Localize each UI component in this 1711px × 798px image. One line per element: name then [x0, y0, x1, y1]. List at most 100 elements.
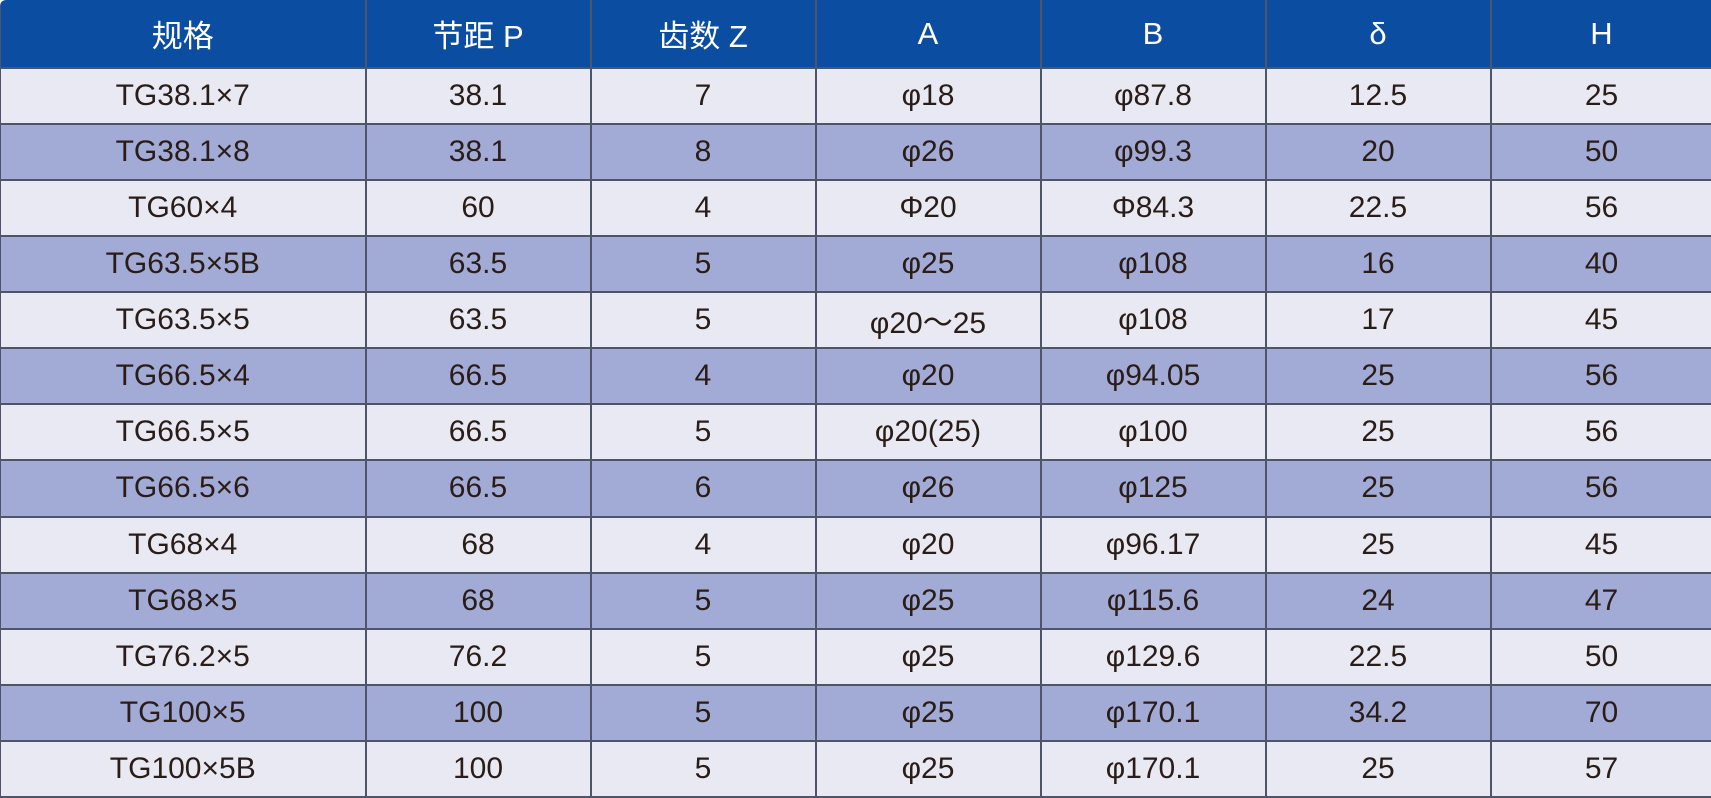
- column-header-spec: 规格: [0, 0, 367, 69]
- cell-a: φ20: [814, 347, 1042, 406]
- cell-h: 40: [1489, 235, 1711, 294]
- header-row: 规格 节距 P 齿数 Z A B δ H: [0, 0, 1711, 69]
- cell-spec: TG66.5×5: [0, 403, 367, 462]
- cell-b: φ125: [1039, 459, 1267, 518]
- column-header-pitch: 节距 P: [364, 0, 592, 69]
- cell-teeth: 4: [589, 179, 817, 238]
- cell-teeth: 6: [589, 459, 817, 518]
- cell-b: φ108: [1039, 291, 1267, 350]
- cell-a: φ20(25): [814, 403, 1042, 462]
- cell-b: Φ84.3: [1039, 179, 1267, 238]
- cell-a: φ25: [814, 571, 1042, 630]
- table-body: TG38.1×7 38.1 7 φ18 φ87.8 12.5 25 TG38.1…: [0, 66, 1711, 798]
- cell-b: φ170.1: [1039, 683, 1267, 742]
- column-header-h: H: [1489, 0, 1711, 69]
- cell-pitch: 60: [364, 179, 592, 238]
- cell-teeth: 7: [589, 66, 817, 126]
- cell-pitch: 76.2: [364, 627, 592, 686]
- cell-b: φ94.05: [1039, 347, 1267, 406]
- cell-a: φ25: [814, 683, 1042, 742]
- table-row: TG68×5 68 5 φ25 φ115.6 24 47: [0, 571, 1711, 630]
- cell-delta: 20: [1264, 123, 1492, 182]
- table-row: TG38.1×7 38.1 7 φ18 φ87.8 12.5 25: [0, 66, 1711, 126]
- cell-spec: TG60×4: [0, 179, 367, 238]
- cell-spec: TG68×5: [0, 571, 367, 630]
- cell-pitch: 38.1: [364, 123, 592, 182]
- cell-a: φ18: [814, 66, 1042, 126]
- cell-a: φ20: [814, 515, 1042, 574]
- cell-spec: TG66.5×6: [0, 459, 367, 518]
- cell-delta: 22.5: [1264, 179, 1492, 238]
- cell-h: 70: [1489, 683, 1711, 742]
- table-row: TG63.5×5 63.5 5 φ20～25 φ108 17 45: [0, 291, 1711, 350]
- cell-b: φ115.6: [1039, 571, 1267, 630]
- cell-pitch: 66.5: [364, 403, 592, 462]
- cell-spec: TG63.5×5: [0, 291, 367, 350]
- cell-teeth: 5: [589, 291, 817, 350]
- cell-spec: TG100×5: [0, 683, 367, 742]
- cell-h: 47: [1489, 571, 1711, 630]
- column-header-teeth: 齿数 Z: [589, 0, 817, 69]
- cell-spec: TG76.2×5: [0, 627, 367, 686]
- cell-h: 56: [1489, 179, 1711, 238]
- cell-h: 45: [1489, 291, 1711, 350]
- cell-delta: 25: [1264, 347, 1492, 406]
- cell-h: 56: [1489, 403, 1711, 462]
- table-row: TG76.2×5 76.2 5 φ25 φ129.6 22.5 50: [0, 627, 1711, 686]
- cell-teeth: 5: [589, 235, 817, 294]
- cell-a: φ26: [814, 459, 1042, 518]
- cell-h: 56: [1489, 347, 1711, 406]
- cell-a: φ26: [814, 123, 1042, 182]
- column-header-a: A: [814, 0, 1042, 69]
- cell-a: φ25: [814, 739, 1042, 798]
- cell-a: φ20～25: [814, 291, 1042, 350]
- cell-pitch: 100: [364, 683, 592, 742]
- cell-teeth: 4: [589, 515, 817, 574]
- cell-delta: 25: [1264, 403, 1492, 462]
- cell-spec: TG63.5×5B: [0, 235, 367, 294]
- table-row: TG100×5 100 5 φ25 φ170.1 34.2 70: [0, 683, 1711, 742]
- column-header-b: B: [1039, 0, 1267, 69]
- cell-h: 25: [1489, 66, 1711, 126]
- cell-pitch: 66.5: [364, 459, 592, 518]
- cell-pitch: 38.1: [364, 66, 592, 126]
- cell-delta: 34.2: [1264, 683, 1492, 742]
- cell-b: φ96.17: [1039, 515, 1267, 574]
- cell-b: φ87.8: [1039, 66, 1267, 126]
- cell-b: φ129.6: [1039, 627, 1267, 686]
- column-header-delta: δ: [1264, 0, 1492, 69]
- cell-teeth: 5: [589, 739, 817, 798]
- cell-b: φ170.1: [1039, 739, 1267, 798]
- cell-b: φ108: [1039, 235, 1267, 294]
- cell-delta: 16: [1264, 235, 1492, 294]
- table-row: TG66.5×4 66.5 4 φ20 φ94.05 25 56: [0, 347, 1711, 406]
- cell-delta: 17: [1264, 291, 1492, 350]
- cell-h: 50: [1489, 123, 1711, 182]
- cell-pitch: 68: [364, 571, 592, 630]
- cell-a: φ25: [814, 627, 1042, 686]
- cell-spec: TG38.1×8: [0, 123, 367, 182]
- cell-spec: TG100×5B: [0, 739, 367, 798]
- cell-teeth: 4: [589, 347, 817, 406]
- cell-teeth: 8: [589, 123, 817, 182]
- table-row: TG38.1×8 38.1 8 φ26 φ99.3 20 50: [0, 123, 1711, 182]
- cell-spec: TG68×4: [0, 515, 367, 574]
- cell-delta: 25: [1264, 515, 1492, 574]
- table-header: 规格 节距 P 齿数 Z A B δ H: [0, 0, 1711, 69]
- cell-spec: TG38.1×7: [0, 66, 367, 126]
- table-row: TG100×5B 100 5 φ25 φ170.1 25 57: [0, 739, 1711, 798]
- cell-h: 45: [1489, 515, 1711, 574]
- cell-teeth: 5: [589, 403, 817, 462]
- cell-teeth: 5: [589, 627, 817, 686]
- cell-pitch: 63.5: [364, 235, 592, 294]
- cell-spec: TG66.5×4: [0, 347, 367, 406]
- cell-h: 56: [1489, 459, 1711, 518]
- cell-pitch: 68: [364, 515, 592, 574]
- cell-pitch: 66.5: [364, 347, 592, 406]
- cell-delta: 24: [1264, 571, 1492, 630]
- cell-delta: 25: [1264, 739, 1492, 798]
- cell-teeth: 5: [589, 571, 817, 630]
- table-row: TG63.5×5B 63.5 5 φ25 φ108 16 40: [0, 235, 1711, 294]
